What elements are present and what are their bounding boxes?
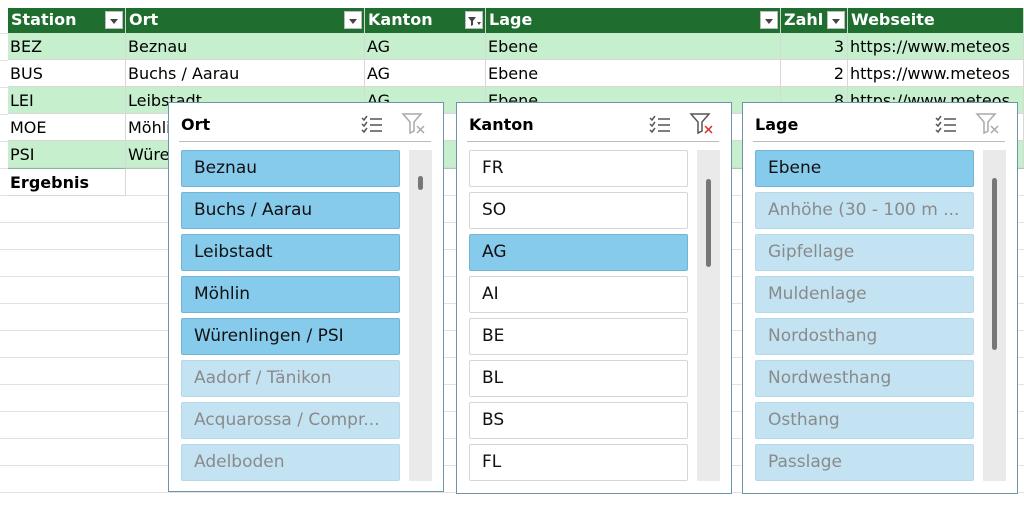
table-cell: PSI bbox=[8, 141, 126, 168]
slicer-item[interactable]: Nordwesthang bbox=[755, 360, 974, 397]
slicer-item[interactable]: Leibstadt bbox=[181, 234, 400, 271]
header-label: Webseite bbox=[851, 10, 935, 29]
slicer-item[interactable]: Acquarossa / Compr... bbox=[181, 402, 400, 439]
slicer-item[interactable]: Möhlin bbox=[181, 276, 400, 313]
clear-filter-icon bbox=[689, 113, 713, 135]
clear-filter-button[interactable] bbox=[975, 111, 1003, 137]
scrollbar-thumb[interactable] bbox=[706, 179, 711, 267]
slicer-item[interactable]: Ebene bbox=[755, 150, 974, 187]
clear-filter-button[interactable] bbox=[401, 111, 429, 137]
slicer-item[interactable]: Nordosthang bbox=[755, 318, 974, 355]
table-cell: BEZ bbox=[8, 33, 126, 60]
slicer-item[interactable]: Adelboden bbox=[181, 444, 400, 481]
column-header: Ort bbox=[126, 8, 365, 33]
slicer-item[interactable]: AG bbox=[469, 234, 688, 271]
slicer-item[interactable]: Aadorf / Tänikon bbox=[181, 360, 400, 397]
filter-dropdown[interactable] bbox=[827, 11, 845, 29]
slicer-panel: Lage Ebene Anhöhe (30 - 100 m ... Gipfellag… bbox=[742, 102, 1018, 494]
table-cell: AG bbox=[365, 60, 486, 87]
column-header: Kanton bbox=[365, 8, 486, 33]
dropdown-arrow bbox=[832, 19, 840, 24]
table-cell: Ebene bbox=[486, 33, 781, 60]
slicer-item[interactable]: Buchs / Aarau bbox=[181, 192, 400, 229]
table-cell: Ebene bbox=[486, 60, 781, 87]
table-cell: Buchs / Aarau bbox=[126, 60, 365, 87]
dropdown-arrow bbox=[110, 19, 118, 24]
slicer-item[interactable]: FR bbox=[469, 150, 688, 187]
header-label: Zahl bbox=[784, 10, 824, 29]
slicer-item[interactable]: Beznau bbox=[181, 150, 400, 187]
header-label: Kanton bbox=[368, 10, 433, 29]
table-cell: AG bbox=[365, 33, 486, 60]
total-row-label: Ergebnis bbox=[8, 168, 126, 196]
table-cell: Beznau bbox=[126, 33, 365, 60]
multi-select-icon bbox=[935, 115, 956, 134]
multi-select-icon bbox=[361, 115, 382, 134]
slicer-header-line bbox=[467, 141, 719, 142]
header-label: Lage bbox=[489, 10, 533, 29]
dropdown-arrow bbox=[765, 19, 773, 24]
slicer-item[interactable]: Osthang bbox=[755, 402, 974, 439]
slicer-item[interactable]: AI bbox=[469, 276, 688, 313]
slicer-item[interactable]: Passlage bbox=[755, 444, 974, 481]
slicer-item[interactable]: BS bbox=[469, 402, 688, 439]
dropdown-arrow bbox=[349, 19, 357, 24]
slicer-panel: Ort Beznau Buchs / Aarau Leibstadt Möhlin Wür… bbox=[168, 102, 444, 492]
multi-select-button[interactable] bbox=[359, 111, 385, 137]
table-cell: LEI bbox=[8, 87, 126, 114]
slicer-item[interactable]: BE bbox=[469, 318, 688, 355]
column-header: Zahl bbox=[781, 8, 848, 33]
filter-icon bbox=[468, 17, 481, 26]
header-label: Station bbox=[11, 10, 77, 29]
table-cell: 2 bbox=[781, 60, 848, 87]
table-cell: https://www.meteos bbox=[848, 60, 1024, 87]
header-label: Ort bbox=[129, 10, 159, 29]
slicer-title: Lage bbox=[755, 115, 799, 134]
scrollbar-track bbox=[409, 150, 432, 481]
slicer-item[interactable]: Gipfellage bbox=[755, 234, 974, 271]
column-header: Lage bbox=[486, 8, 781, 33]
filter-dropdown[interactable] bbox=[105, 11, 123, 29]
multi-select-button[interactable] bbox=[933, 111, 959, 137]
multi-select-button[interactable] bbox=[647, 111, 673, 137]
clear-filter-icon bbox=[401, 113, 425, 135]
slicer-item[interactable]: Muldenlage bbox=[755, 276, 974, 313]
filter-dropdown[interactable] bbox=[465, 11, 483, 29]
filter-dropdown[interactable] bbox=[760, 11, 778, 29]
scrollbar-thumb[interactable] bbox=[418, 176, 423, 190]
filter-dropdown[interactable] bbox=[344, 11, 362, 29]
slicer-item[interactable]: BL bbox=[469, 360, 688, 397]
slicer-header-line bbox=[179, 141, 431, 142]
table-cell: BUS bbox=[8, 60, 126, 87]
slicer-title: Kanton bbox=[469, 115, 534, 134]
slicer-item[interactable]: FL bbox=[469, 444, 688, 481]
table-cell: MOE bbox=[8, 114, 126, 141]
slicer-item[interactable]: Würenlingen / PSI bbox=[181, 318, 400, 355]
table-cell: https://www.meteos bbox=[848, 33, 1024, 60]
multi-select-icon bbox=[649, 115, 670, 134]
slicer-item[interactable]: SO bbox=[469, 192, 688, 229]
slicer-header-line bbox=[753, 141, 1005, 142]
table-cell: 3 bbox=[781, 33, 848, 60]
scrollbar-thumb[interactable] bbox=[992, 178, 997, 350]
slicer-title: Ort bbox=[181, 115, 211, 134]
clear-filter-button[interactable] bbox=[689, 111, 717, 137]
column-header: Station bbox=[8, 8, 126, 33]
slicer-panel: Kanton FR SO AG AI BE BL BS FL bbox=[456, 102, 732, 494]
scrollbar-track bbox=[697, 150, 720, 481]
slicer-item[interactable]: Anhöhe (30 - 100 m ... bbox=[755, 192, 974, 229]
column-header: Webseite bbox=[848, 8, 1024, 33]
clear-filter-icon bbox=[975, 113, 999, 135]
